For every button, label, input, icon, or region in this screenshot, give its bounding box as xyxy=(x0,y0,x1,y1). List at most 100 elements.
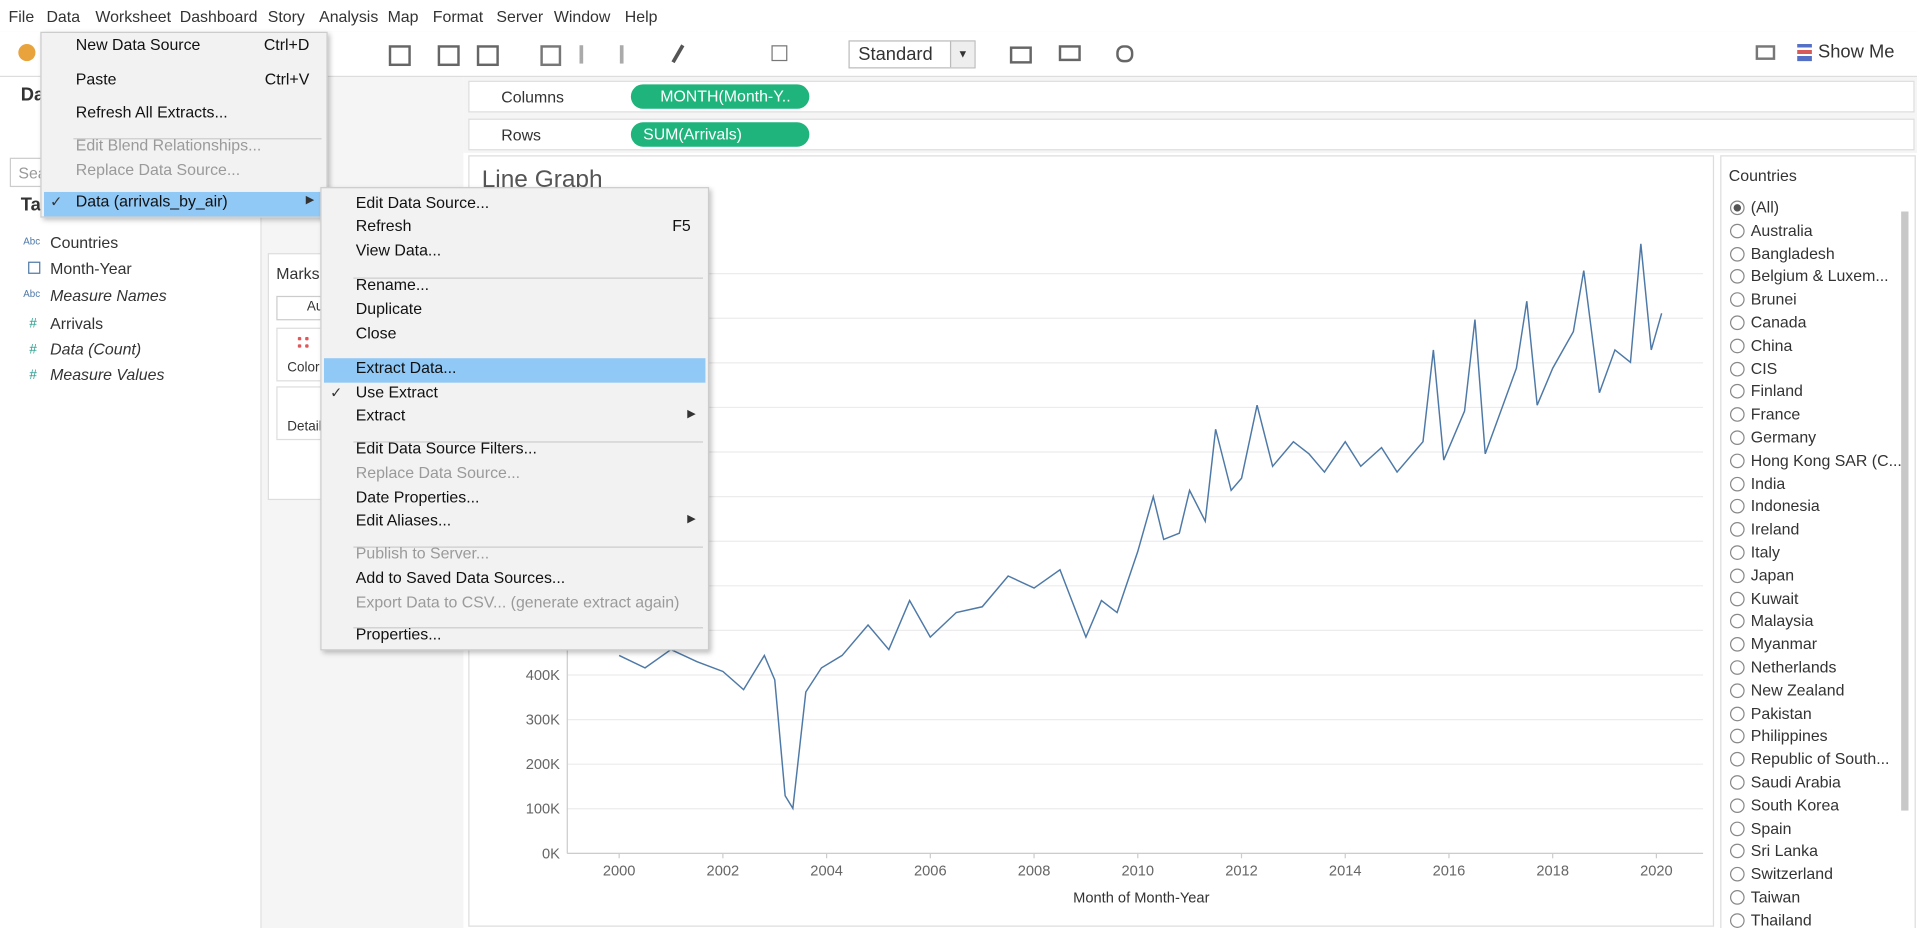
field[interactable]: Measure Values xyxy=(50,365,165,384)
filter-item[interactable]: Thailand xyxy=(1750,910,1812,928)
field[interactable]: Countries xyxy=(50,233,119,252)
menu-item[interactable]: View Data... xyxy=(355,240,442,260)
menu-item[interactable]: Data (arrivals_by_air) xyxy=(75,191,228,211)
menu-item[interactable]: Worksheet xyxy=(95,7,172,26)
radio-button[interactable] xyxy=(1729,890,1745,905)
radio-button[interactable] xyxy=(1729,614,1745,629)
radio-button[interactable] xyxy=(1729,522,1745,537)
menu-item[interactable]: New Data Source xyxy=(75,35,201,54)
radio-button[interactable] xyxy=(1729,407,1745,423)
toolbar-icon[interactable] xyxy=(388,45,411,67)
menu-item[interactable]: Extract xyxy=(355,405,406,425)
toolbar-icon[interactable] xyxy=(771,45,788,62)
radio-button[interactable] xyxy=(1729,775,1745,790)
menu-item[interactable]: Dashboard xyxy=(179,7,258,26)
field[interactable]: Arrivals xyxy=(50,314,104,333)
toolbar-icon[interactable] xyxy=(18,44,36,62)
menu-item[interactable]: Edit Data Source Filters... xyxy=(355,438,537,458)
radio-button[interactable] xyxy=(1729,292,1745,308)
toolbar-icon[interactable] xyxy=(1009,46,1032,64)
filter-item[interactable]: Canada xyxy=(1750,312,1807,332)
toolbar-icon[interactable] xyxy=(1755,45,1776,60)
filter-item[interactable]: Sri Lanka xyxy=(1750,841,1818,860)
filter-item[interactable]: Republic of South... xyxy=(1750,749,1890,769)
filter-item[interactable]: Italy xyxy=(1750,542,1780,562)
filter-item[interactable]: Ireland xyxy=(1750,519,1800,539)
menu-item[interactable]: Date Properties... xyxy=(355,487,480,507)
filter-item[interactable]: France xyxy=(1750,404,1801,424)
filter-item[interactable]: Netherlands xyxy=(1750,657,1837,677)
menu-item[interactable]: Data xyxy=(46,7,81,26)
field[interactable]: Measure Names xyxy=(50,286,167,305)
radio-button[interactable] xyxy=(1729,683,1745,698)
radio-button[interactable] xyxy=(1729,384,1745,400)
filter-item[interactable]: Taiwan xyxy=(1750,887,1801,906)
menu-item[interactable]: Add to Saved Data Sources... xyxy=(355,568,566,587)
filter-item[interactable]: Germany xyxy=(1750,427,1817,447)
field[interactable]: Month-Year xyxy=(50,259,132,278)
filter-item[interactable]: Finland xyxy=(1750,381,1803,401)
filter-item[interactable]: New Zealand xyxy=(1750,680,1845,700)
menu-item[interactable]: Window xyxy=(553,7,611,26)
radio-button[interactable] xyxy=(1729,637,1745,652)
filter-item[interactable]: Belgium & Luxem... xyxy=(1750,267,1889,286)
filter-item[interactable]: Pakistan xyxy=(1750,703,1812,723)
radio-button[interactable] xyxy=(1729,499,1745,514)
menu-item[interactable]: Map xyxy=(387,7,419,26)
menu-item[interactable]: Properties... xyxy=(355,624,442,644)
filter-item[interactable]: South Korea xyxy=(1750,795,1840,815)
radio-button[interactable] xyxy=(1729,269,1745,285)
menu-item[interactable]: Paste xyxy=(75,69,117,89)
filter-item[interactable]: Kuwait xyxy=(1750,588,1799,608)
radio-button[interactable] xyxy=(1729,476,1745,491)
filter-item[interactable]: Spain xyxy=(1750,818,1792,837)
filter-item[interactable]: Malaysia xyxy=(1750,611,1814,631)
radio-button[interactable] xyxy=(1729,315,1745,331)
pill[interactable]: MONTH(Month-Y.. xyxy=(630,84,810,109)
field[interactable]: Data (Count) xyxy=(50,339,142,359)
radio-button[interactable] xyxy=(1729,223,1745,239)
radio-button[interactable] xyxy=(1729,660,1745,675)
menu-item[interactable]: Rename... xyxy=(355,275,430,294)
toolbar-icon[interactable] xyxy=(540,45,562,67)
radio-button[interactable] xyxy=(1729,430,1745,446)
color-button[interactable]: Color xyxy=(276,327,333,382)
filter-item[interactable]: Saudi Arabia xyxy=(1750,772,1841,792)
filter-item[interactable]: China xyxy=(1750,335,1793,355)
radio-button[interactable] xyxy=(1729,568,1745,583)
menu-item[interactable]: Server xyxy=(496,7,544,26)
toolbar-icon[interactable] xyxy=(671,44,685,64)
show-me-icon[interactable] xyxy=(1797,44,1812,62)
radio-button[interactable] xyxy=(1729,453,1745,469)
menu-item[interactable]: Duplicate xyxy=(355,299,423,318)
radio-button[interactable] xyxy=(1729,591,1745,606)
filter-item[interactable]: (All) xyxy=(1750,198,1780,217)
menu-item[interactable]: Format xyxy=(432,7,484,26)
radio-button[interactable] xyxy=(1729,913,1745,928)
menu-item[interactable]: Refresh All Extracts... xyxy=(75,102,228,122)
toolbar-icon[interactable] xyxy=(1058,45,1081,62)
filter-item[interactable]: CIS xyxy=(1750,358,1778,378)
radio-button[interactable] xyxy=(1729,752,1745,767)
filter-item[interactable]: Philippines xyxy=(1750,726,1828,746)
radio-button[interactable] xyxy=(1729,867,1745,882)
filter-item[interactable]: Switzerland xyxy=(1750,864,1833,883)
menu-item[interactable]: Edit Aliases... xyxy=(355,511,452,530)
menu-item[interactable]: Use Extract xyxy=(355,382,438,402)
menu-item[interactable]: Refresh xyxy=(355,216,412,235)
radio-button[interactable] xyxy=(1729,246,1745,262)
filter-item[interactable]: India xyxy=(1750,473,1786,493)
radio-button[interactable] xyxy=(1729,706,1745,721)
toolbar-icon[interactable] xyxy=(476,45,499,67)
filter-item[interactable]: Japan xyxy=(1750,565,1795,585)
radio-button[interactable] xyxy=(1729,821,1745,836)
radio-button[interactable] xyxy=(1729,338,1745,354)
radio-button[interactable] xyxy=(1729,798,1745,813)
menu-item[interactable]: Analysis xyxy=(319,7,379,26)
filter-item[interactable]: Australia xyxy=(1750,221,1813,240)
fit-dropdown[interactable]: Standard ▼ xyxy=(848,40,976,69)
toolbar-icon[interactable] xyxy=(579,45,584,64)
radio-button[interactable] xyxy=(1729,844,1745,859)
show-me[interactable]: Show Me xyxy=(1818,41,1895,63)
filter-item[interactable]: Indonesia xyxy=(1750,496,1820,516)
